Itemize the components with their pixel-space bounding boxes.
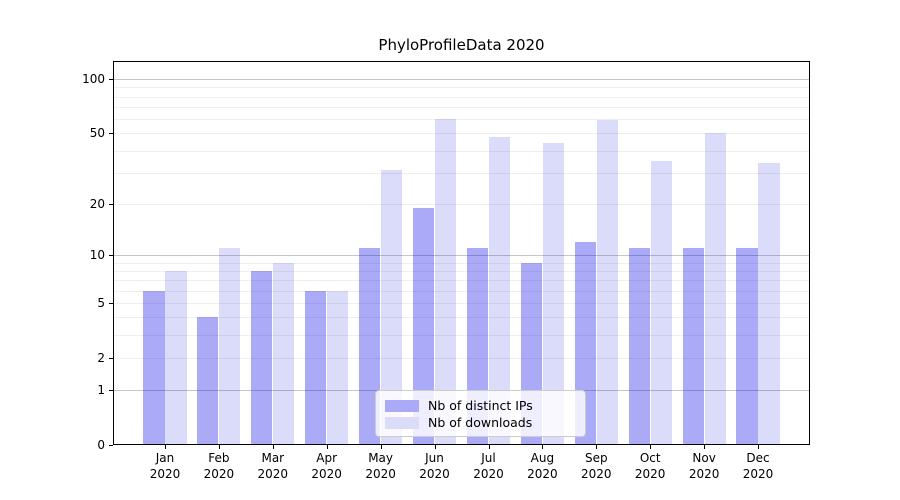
y-tick-label: 5: [97, 296, 105, 310]
x-tick-mark: [596, 445, 598, 449]
gridline-minor: [114, 357, 809, 359]
y-tick-mark: [109, 390, 113, 392]
gridline-minor: [114, 87, 809, 89]
x-tick-label: Nov 2020: [688, 451, 720, 481]
y-tick-mark: [109, 254, 113, 256]
y-tick-label: 1: [97, 383, 105, 398]
x-tick-label: Aug 2020: [527, 451, 558, 481]
x-tick-mark: [704, 445, 706, 449]
gridline-minor: [114, 290, 809, 292]
bar-downloads: [542, 143, 564, 444]
bar-distinct-ips: [412, 207, 435, 444]
y-tick-label: 0: [97, 438, 105, 452]
gridline-minor: [114, 270, 809, 272]
bar-downloads: [381, 170, 403, 444]
bar-distinct-ips: [359, 248, 381, 444]
x-tick-label: Feb 2020: [203, 451, 235, 481]
legend-label-distinct-ips: Nb of distinct IPs: [428, 398, 533, 413]
y-tick-label: 20: [89, 196, 105, 211]
gridline-minor: [114, 133, 809, 135]
x-tick-mark: [218, 445, 220, 449]
y-tick-mark: [109, 203, 113, 205]
bar-downloads: [704, 133, 726, 444]
x-tick-label: May 2020: [365, 451, 396, 481]
gridline-minor: [114, 303, 809, 304]
gridline-major: [114, 254, 809, 256]
bar-distinct-ips: [682, 248, 704, 444]
plot-spine-bottom: [113, 444, 810, 445]
gridline-minor: [114, 107, 809, 109]
bar-downloads: [650, 160, 672, 444]
legend-item-distinct-ips: Nb of distinct IPs: [385, 397, 576, 414]
gridline-minor: [114, 317, 809, 319]
legend-swatch-downloads: [385, 416, 419, 429]
y-tick-mark: [109, 133, 113, 135]
y-tick-label: 10: [89, 247, 105, 262]
bar-distinct-ips: [197, 317, 219, 444]
x-tick-mark: [758, 445, 759, 449]
gridline-minor: [114, 96, 809, 98]
plot-spine-top: [113, 61, 810, 62]
legend-item-downloads: Nb of downloads: [385, 414, 576, 431]
x-tick-mark: [488, 445, 490, 449]
bar-downloads: [488, 136, 511, 444]
gridline-minor: [114, 335, 809, 337]
bar-downloads: [273, 262, 295, 444]
y-tick-mark: [109, 357, 113, 359]
y-tick-label: 100: [82, 72, 105, 87]
x-tick-mark: [434, 445, 436, 449]
bar-distinct-ips: [143, 290, 165, 444]
gridline-minor: [114, 203, 809, 205]
legend-label-downloads: Nb of downloads: [428, 415, 533, 430]
plot-spine-left: [113, 61, 114, 445]
y-tick-label: 50: [89, 126, 105, 141]
chart-title: PhyloProfileData 2020: [378, 36, 545, 54]
bar-downloads: [165, 270, 187, 444]
bar-downloads: [219, 248, 241, 444]
legend: Nb of distinct IPs Nb of downloads: [375, 390, 586, 437]
gridline-minor: [114, 262, 809, 264]
x-tick-label: Sep 2020: [581, 451, 612, 481]
x-tick-label: Mar 2020: [257, 451, 289, 481]
bar-distinct-ips: [251, 270, 273, 444]
x-tick-label: Jun 2020: [419, 451, 450, 481]
gridline-major: [114, 79, 809, 81]
plot-area: [113, 61, 810, 445]
x-tick-mark: [380, 445, 382, 449]
gridline-minor: [114, 280, 809, 282]
y-tick-mark: [109, 79, 113, 81]
gridline-minor: [114, 172, 809, 174]
plot-spine-right: [809, 61, 810, 445]
bar-distinct-ips: [628, 248, 650, 444]
x-tick-label: Dec 2020: [742, 451, 774, 481]
bar-downloads: [434, 119, 457, 444]
x-tick-label: Apr 2020: [311, 451, 342, 481]
legend-swatch-distinct-ips: [385, 399, 419, 412]
x-tick-mark: [165, 445, 166, 449]
y-tick-mark: [109, 445, 113, 446]
x-tick-mark: [326, 445, 328, 449]
y-tick-mark: [109, 303, 113, 304]
gridline-minor: [114, 150, 809, 152]
bar-downloads: [327, 290, 349, 444]
x-tick-mark: [272, 445, 274, 449]
x-tick-mark: [542, 445, 544, 449]
bar-distinct-ips: [736, 248, 758, 444]
bar-downloads: [596, 120, 618, 444]
x-tick-label: Oct 2020: [634, 451, 666, 481]
bar-distinct-ips: [305, 290, 327, 444]
bar-downloads: [758, 163, 780, 444]
x-tick-label: Jul 2020: [473, 451, 504, 481]
x-tick-label: Jan 2020: [149, 451, 181, 481]
x-tick-mark: [650, 445, 652, 449]
gridline-minor: [114, 119, 809, 121]
y-tick-label: 2: [97, 350, 105, 365]
